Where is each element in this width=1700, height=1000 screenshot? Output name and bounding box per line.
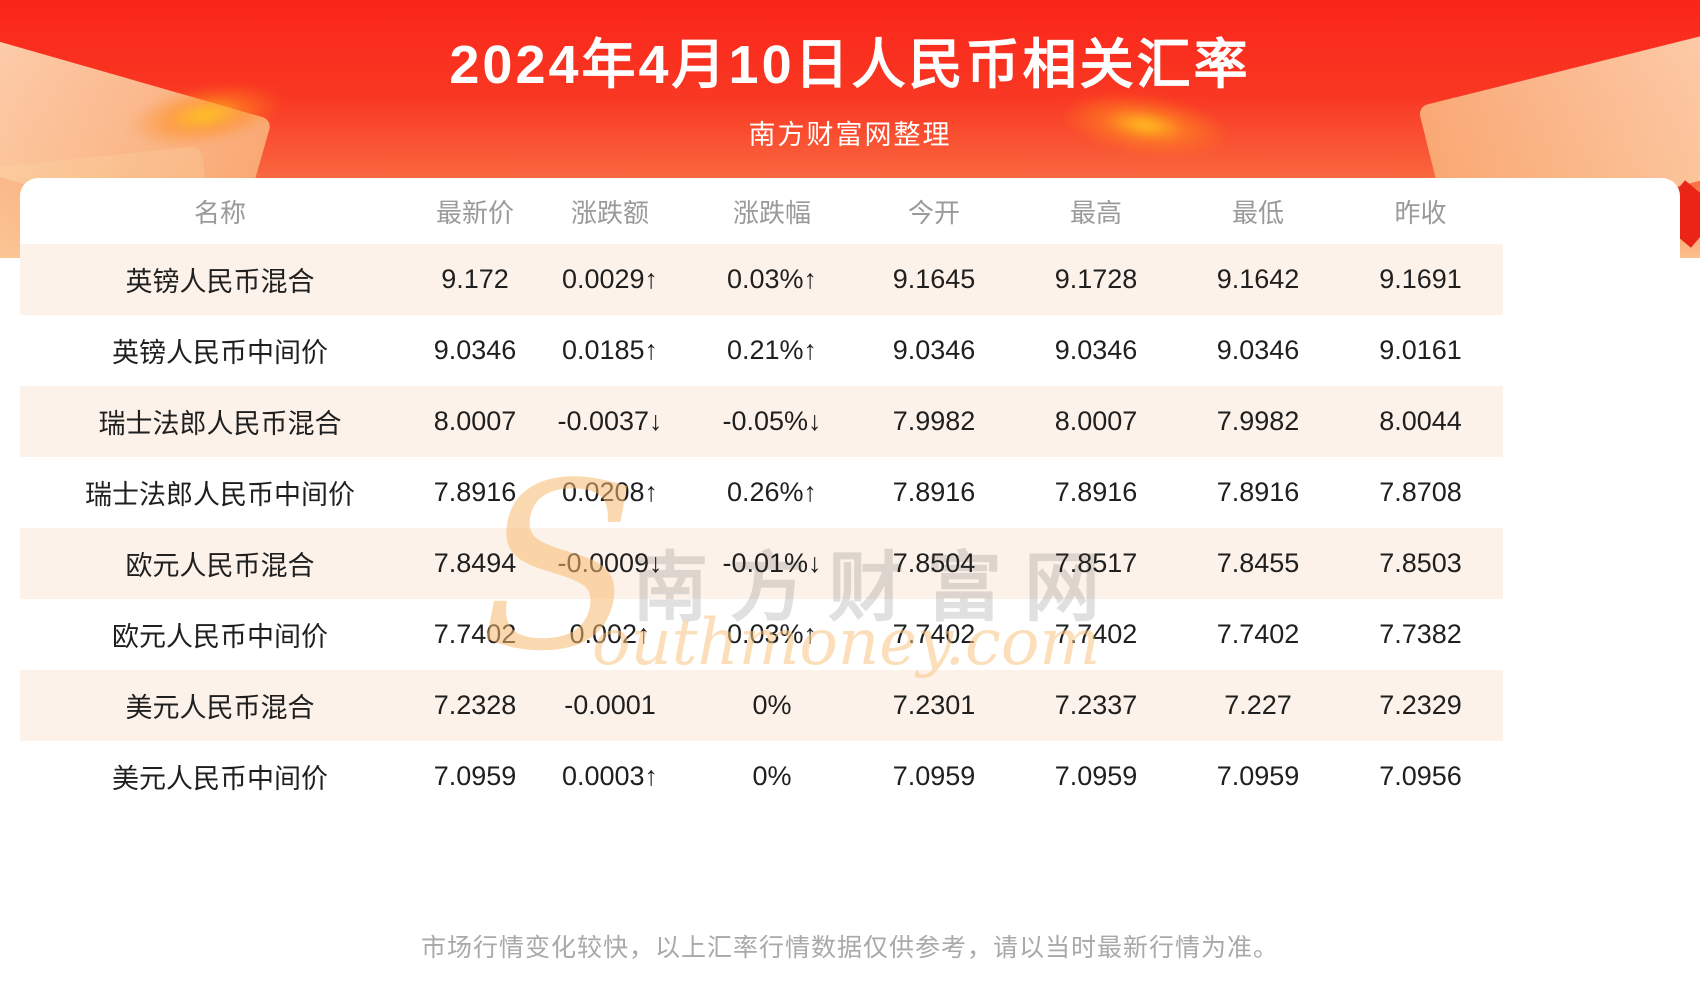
- table-row: 欧元人民币混合 7.8494 -0.0009↓ -0.01%↓ 7.8504 7…: [20, 528, 1680, 599]
- page-subtitle: 南方财富网整理: [748, 120, 952, 150]
- change-percent: 0.03%↑: [726, 264, 818, 294]
- low-price: 7.8916: [1216, 477, 1300, 507]
- header-row: 名称 最新价 涨跌额 涨跌幅 今开 最高 最低 昨收: [20, 178, 1680, 244]
- col-header-open: 今开: [907, 197, 960, 228]
- change-amount: 0.0003↑: [561, 761, 659, 791]
- low-price: 9.1642: [1216, 264, 1300, 294]
- table-header: 名称 最新价 涨跌额 涨跌幅 今开 最高 最低 昨收: [20, 178, 1680, 244]
- currency-name: 英镑人民币混合: [125, 267, 315, 297]
- prev-close: 7.8708: [1379, 477, 1462, 507]
- low-price: 7.7402: [1216, 619, 1300, 649]
- prev-close: 7.0956: [1379, 761, 1462, 791]
- currency-name: 美元人民币中间价: [112, 764, 328, 794]
- latest-price: 7.2328: [433, 690, 517, 720]
- table-row: 欧元人民币中间价 7.7402 0.002↑ 0.03%↑ 7.7402 7.7…: [20, 599, 1680, 670]
- currency-name: 瑞士法郎人民币中间价: [85, 480, 355, 510]
- rates-card: 名称 最新价 涨跌额 涨跌幅 今开 最高 最低 昨收 英镑人民币混合 9.172…: [20, 178, 1680, 1000]
- change-amount: 0.0185↑: [561, 335, 659, 365]
- low-price: 7.9982: [1216, 406, 1300, 436]
- change-percent: -0.05%↓: [722, 406, 822, 436]
- table-body: 英镑人民币混合 9.172 0.0029↑ 0.03%↑ 9.1645 9.17…: [20, 244, 1680, 812]
- prev-close: 7.7382: [1379, 619, 1462, 649]
- latest-price: 9.172: [441, 264, 509, 294]
- high-price: 7.7402: [1054, 619, 1138, 649]
- high-price: 7.0959: [1054, 761, 1138, 791]
- col-header-change-pct: 涨跌幅: [732, 197, 811, 228]
- table-row: 美元人民币混合 7.2328 -0.0001 0% 7.2301 7.2337 …: [20, 670, 1680, 741]
- latest-price: 7.0959: [433, 761, 517, 791]
- latest-price: 7.7402: [433, 619, 517, 649]
- currency-name: 美元人民币混合: [125, 693, 315, 723]
- change-percent: -0.01%↓: [722, 548, 822, 578]
- currency-name: 欧元人民币中间价: [112, 622, 328, 652]
- exchange-rate-table: 名称 最新价 涨跌额 涨跌幅 今开 最高 最低 昨收 英镑人民币混合 9.172…: [20, 178, 1680, 812]
- change-amount: -0.0001: [564, 690, 656, 720]
- currency-name: 英镑人民币中间价: [112, 338, 328, 368]
- high-price: 9.0346: [1054, 335, 1138, 365]
- col-header-latest: 最新价: [435, 197, 514, 228]
- low-price: 9.0346: [1216, 335, 1300, 365]
- col-header-change: 涨跌额: [570, 197, 649, 228]
- low-price: 7.227: [1224, 690, 1292, 720]
- change-amount: -0.0009↓: [557, 548, 663, 578]
- prev-close: 7.2329: [1379, 690, 1462, 720]
- change-amount: 0.002↑: [569, 619, 651, 649]
- prev-close: 9.1691: [1379, 264, 1462, 294]
- table-row: 瑞士法郎人民币混合 8.0007 -0.0037↓ -0.05%↓ 7.9982…: [20, 386, 1680, 457]
- high-price: 7.8916: [1054, 477, 1138, 507]
- change-percent: 0%: [752, 761, 792, 791]
- latest-price: 9.0346: [433, 335, 517, 365]
- open-price: 7.8916: [892, 477, 976, 507]
- open-price: 7.7402: [892, 619, 976, 649]
- latest-price: 7.8916: [433, 477, 517, 507]
- open-price: 7.9982: [892, 406, 976, 436]
- open-price: 9.1645: [892, 264, 976, 294]
- latest-price: 8.0007: [433, 406, 517, 436]
- low-price: 7.0959: [1216, 761, 1300, 791]
- change-percent: 0.03%↑: [726, 619, 818, 649]
- change-percent: 0.21%↑: [726, 335, 818, 365]
- change-amount: 0.0029↑: [561, 264, 659, 294]
- high-price: 9.1728: [1054, 264, 1138, 294]
- open-price: 7.0959: [892, 761, 976, 791]
- open-price: 7.8504: [892, 548, 976, 578]
- table-row: 英镑人民币混合 9.172 0.0029↑ 0.03%↑ 9.1645 9.17…: [20, 244, 1680, 315]
- prev-close: 8.0044: [1379, 406, 1462, 436]
- high-price: 7.2337: [1054, 690, 1138, 720]
- open-price: 9.0346: [892, 335, 976, 365]
- table-row: 英镑人民币中间价 9.0346 0.0185↑ 0.21%↑ 9.0346 9.…: [20, 315, 1680, 386]
- high-price: 7.8517: [1054, 548, 1138, 578]
- change-percent: 0%: [752, 690, 792, 720]
- col-header-low: 最低: [1231, 197, 1284, 228]
- currency-name: 欧元人民币混合: [125, 551, 315, 581]
- table-row: 美元人民币中间价 7.0959 0.0003↑ 0% 7.0959 7.0959…: [20, 741, 1680, 812]
- open-price: 7.2301: [892, 690, 976, 720]
- table-row: 瑞士法郎人民币中间价 7.8916 0.0208↑ 0.26%↑ 7.8916 …: [20, 457, 1680, 528]
- col-header-name: 名称: [193, 197, 246, 228]
- col-header-prev-close: 昨收: [1394, 197, 1447, 228]
- col-header-high: 最高: [1069, 197, 1122, 228]
- disclaimer-text: 市场行情变化较快，以上汇率行情数据仅供参考，请以当时最新行情为准。: [420, 934, 1279, 962]
- change-percent: 0.26%↑: [726, 477, 818, 507]
- page-title: 2024年4月10日人民币相关汇率: [449, 35, 1251, 95]
- change-amount: 0.0208↑: [561, 477, 659, 507]
- prev-close: 7.8503: [1379, 548, 1462, 578]
- high-price: 8.0007: [1054, 406, 1138, 436]
- latest-price: 7.8494: [433, 548, 517, 578]
- change-amount: -0.0037↓: [557, 406, 663, 436]
- prev-close: 9.0161: [1379, 335, 1462, 365]
- low-price: 7.8455: [1216, 548, 1300, 578]
- currency-name: 瑞士法郎人民币混合: [98, 409, 342, 439]
